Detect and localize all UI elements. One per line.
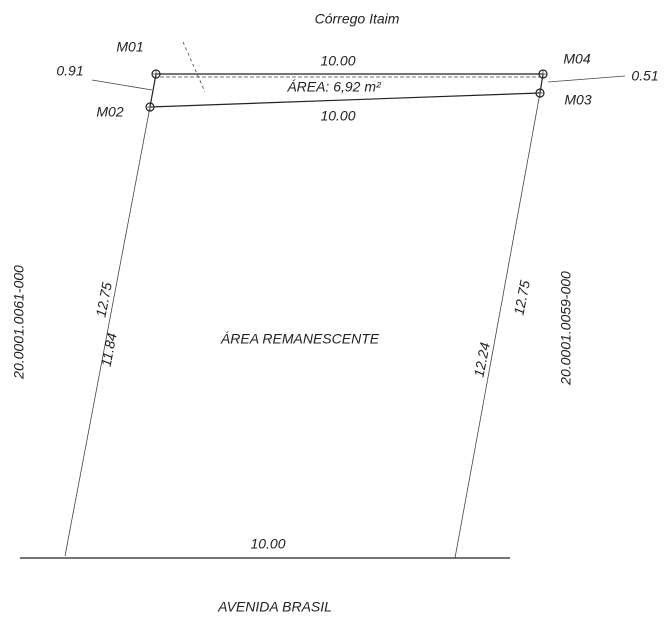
dimension: 10.00 [320,108,355,124]
point-label: M02 [96,104,123,120]
left-offset-line [149,73,157,108]
marker-cross [146,70,547,111]
dimension: 11.84 [98,331,120,368]
dimension: 10.00 [320,53,355,69]
stream-name: Córrego Itaim [315,11,400,27]
point-label: M04 [563,51,590,67]
point-label: M03 [564,92,591,108]
left-boundary [64,106,151,557]
street-name: AVENIDA BRASIL [217,599,332,615]
dimension: 12.75 [93,281,115,319]
point-label: M01 [116,39,143,55]
markers [145,69,548,112]
dimension: 0.91 [56,63,83,79]
area-label: ÁREA REMANESCENTE [220,331,380,347]
area-label: ÁREA: 6,92 m² [286,79,382,95]
dimension: 0.51 [631,68,658,84]
neighbor-lot: 20.0001.0061-000 [11,265,27,380]
leader-right [547,75,626,83]
inner-boundary [149,92,541,108]
dimension: 12.75 [511,279,533,317]
leader-left [91,79,153,91]
right-boundary [454,92,541,559]
neighbor-lot: 20.0001.0059-000 [558,271,574,386]
faint-line [182,41,206,93]
dimension: 12.24 [471,341,493,379]
dimension: 10.00 [250,536,285,552]
right-offset-line [539,73,544,94]
